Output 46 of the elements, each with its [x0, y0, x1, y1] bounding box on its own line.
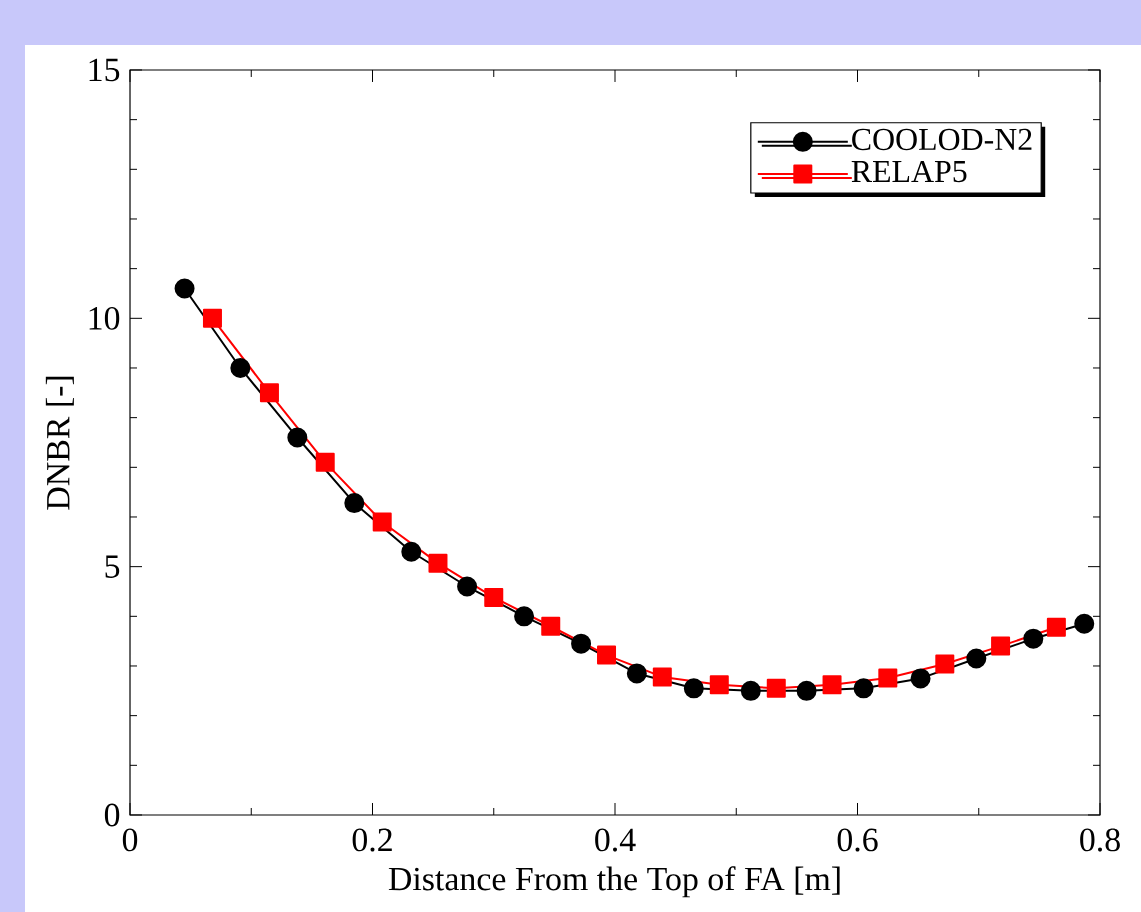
y-tick-label: 5: [105, 555, 120, 578]
point: [372, 512, 392, 532]
point: [966, 648, 987, 669]
point: [1023, 628, 1044, 649]
y-tick-label: 10: [89, 306, 120, 330]
point: [571, 633, 592, 654]
point: [344, 493, 365, 514]
point: [401, 541, 422, 562]
point: [514, 606, 535, 627]
point: [740, 680, 761, 701]
legend-label: COOLOD-N2: [852, 128, 1032, 151]
point: [626, 663, 647, 684]
y-tick-label: 0: [104, 803, 120, 827]
point: [230, 357, 251, 378]
point: [597, 645, 617, 665]
x-tick-label: 0.2: [352, 828, 392, 852]
point: [991, 636, 1011, 656]
point: [766, 678, 786, 698]
point: [484, 587, 504, 607]
point: [1074, 613, 1095, 634]
point: [935, 654, 955, 674]
point: [796, 680, 817, 701]
y-axis-title: DNBR [-]: [45, 376, 74, 510]
y-tick-label: 15: [89, 58, 120, 82]
point: [174, 278, 195, 299]
point: [287, 427, 308, 448]
point: [709, 675, 729, 695]
point: [822, 675, 842, 695]
point: [259, 383, 279, 403]
legend-label: RELAP5: [851, 160, 967, 183]
x-tick-label: 0.8: [1080, 828, 1120, 852]
point: [457, 576, 478, 597]
point: [315, 452, 335, 472]
point: [853, 678, 874, 699]
x-tick-label: 0.6: [837, 828, 878, 852]
point: [652, 667, 672, 687]
x-tick-label: 0.4: [595, 828, 636, 852]
point: [910, 668, 931, 689]
point: [541, 616, 561, 636]
point: [1046, 617, 1066, 637]
point: [428, 553, 448, 573]
point: [683, 678, 704, 699]
point: [202, 308, 222, 328]
x-tick-label: 0: [122, 828, 138, 852]
point: [878, 668, 898, 688]
x-axis-title: Distance From the Top of FA [m]: [388, 866, 840, 898]
